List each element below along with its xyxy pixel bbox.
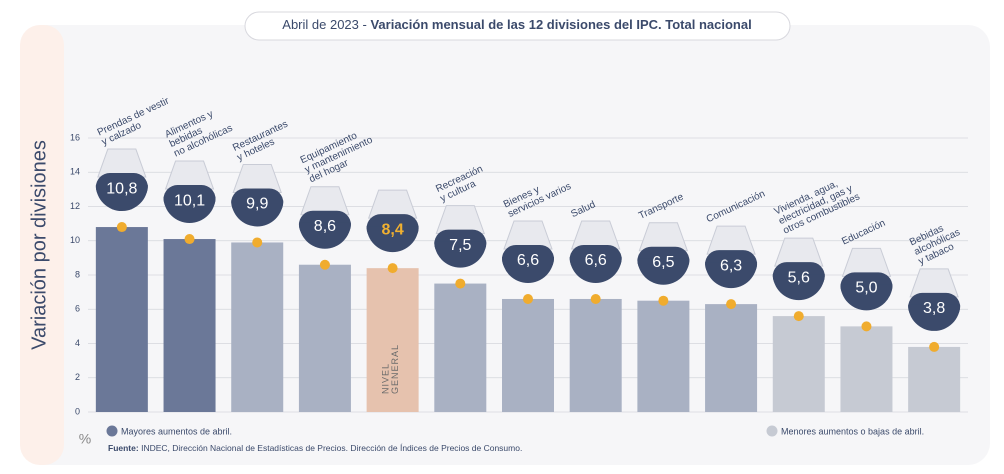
bar	[95, 227, 148, 412]
value-label: 10,8	[106, 180, 137, 197]
y-tick-label: 6	[75, 304, 80, 314]
value-marker	[116, 222, 127, 233]
value-label: 8,4	[381, 221, 403, 238]
value-marker	[861, 321, 872, 332]
bar	[569, 298, 622, 412]
value-marker	[319, 259, 330, 270]
value-label: 8,6	[314, 218, 336, 235]
value-marker	[793, 311, 804, 322]
y-tick-label: 12	[70, 201, 80, 211]
value-badge-base	[366, 226, 419, 253]
bar	[298, 264, 351, 412]
legend-swatch	[766, 425, 778, 437]
value-label: 6,3	[720, 257, 742, 274]
value-label: 10,1	[174, 192, 205, 209]
side-band	[20, 25, 64, 465]
source: Fuente: INDEC, Dirección Nacional de Est…	[108, 443, 522, 453]
value-badge-base	[95, 185, 148, 212]
y-tick-label: 4	[75, 338, 80, 348]
value-badge-base	[908, 304, 961, 331]
value-label: 5,6	[788, 269, 810, 286]
value-badge-base	[163, 197, 216, 224]
value-marker	[726, 299, 737, 310]
y-tick-label: 8	[75, 269, 80, 279]
bar	[434, 283, 487, 412]
y-tick-label: 2	[75, 372, 80, 382]
value-badge-base	[231, 200, 284, 227]
value-marker	[455, 278, 466, 289]
value-marker	[929, 341, 940, 352]
value-marker	[658, 295, 669, 306]
y-tick-label: 10	[70, 235, 80, 245]
bar-annotation: NIVELGENERAL	[381, 344, 400, 394]
bar	[840, 326, 893, 412]
bar	[163, 239, 216, 412]
value-badge-base	[705, 262, 758, 289]
bar	[231, 242, 284, 412]
bar	[502, 298, 554, 412]
value-marker	[387, 263, 398, 274]
legend-label: Mayores aumentos de abril.	[121, 426, 232, 436]
value-label: 3,8	[923, 300, 945, 317]
y-tick-label: 14	[70, 167, 80, 177]
title-prefix: Abril de 2023 -	[282, 17, 367, 32]
value-label: 7,5	[449, 237, 471, 254]
value-badge-base	[637, 258, 690, 285]
value-marker	[184, 234, 195, 245]
legend-swatch	[106, 425, 118, 437]
value-marker	[590, 293, 601, 304]
value-marker	[523, 293, 533, 304]
y-tick-label: 0	[75, 406, 80, 416]
chart-title: Abril de 2023 - Variación mensual de las…	[282, 17, 751, 32]
source-label: Fuente:	[108, 443, 139, 453]
title-main: Variación mensual de las 12 divisiones d…	[370, 17, 751, 32]
value-badge-base	[298, 222, 351, 249]
value-marker	[252, 237, 263, 248]
value-label: 6,6	[585, 252, 607, 269]
value-label: 6,6	[517, 252, 539, 269]
value-badge-base	[502, 256, 554, 283]
value-badge-base	[840, 284, 893, 311]
value-label: 5,0	[855, 280, 877, 297]
value-badge-base	[772, 274, 825, 301]
value-label: 6,5	[652, 254, 674, 271]
title-pill	[244, 11, 791, 41]
bar	[705, 304, 758, 412]
bar	[772, 316, 825, 412]
bar	[366, 268, 419, 412]
bar	[637, 300, 690, 412]
bar	[908, 346, 961, 412]
legend-label: Menores aumentos o bajas de abril.	[781, 426, 924, 436]
y-unit: %	[79, 431, 91, 447]
y-axis-label: Variación por divisiones	[28, 140, 50, 350]
value-badge-base	[569, 256, 622, 283]
y-tick-label: 16	[70, 132, 80, 142]
source-text: INDEC, Dirección Nacional de Estadística…	[141, 443, 522, 453]
value-badge-base	[434, 241, 487, 268]
value-label: 9,9	[246, 196, 268, 213]
